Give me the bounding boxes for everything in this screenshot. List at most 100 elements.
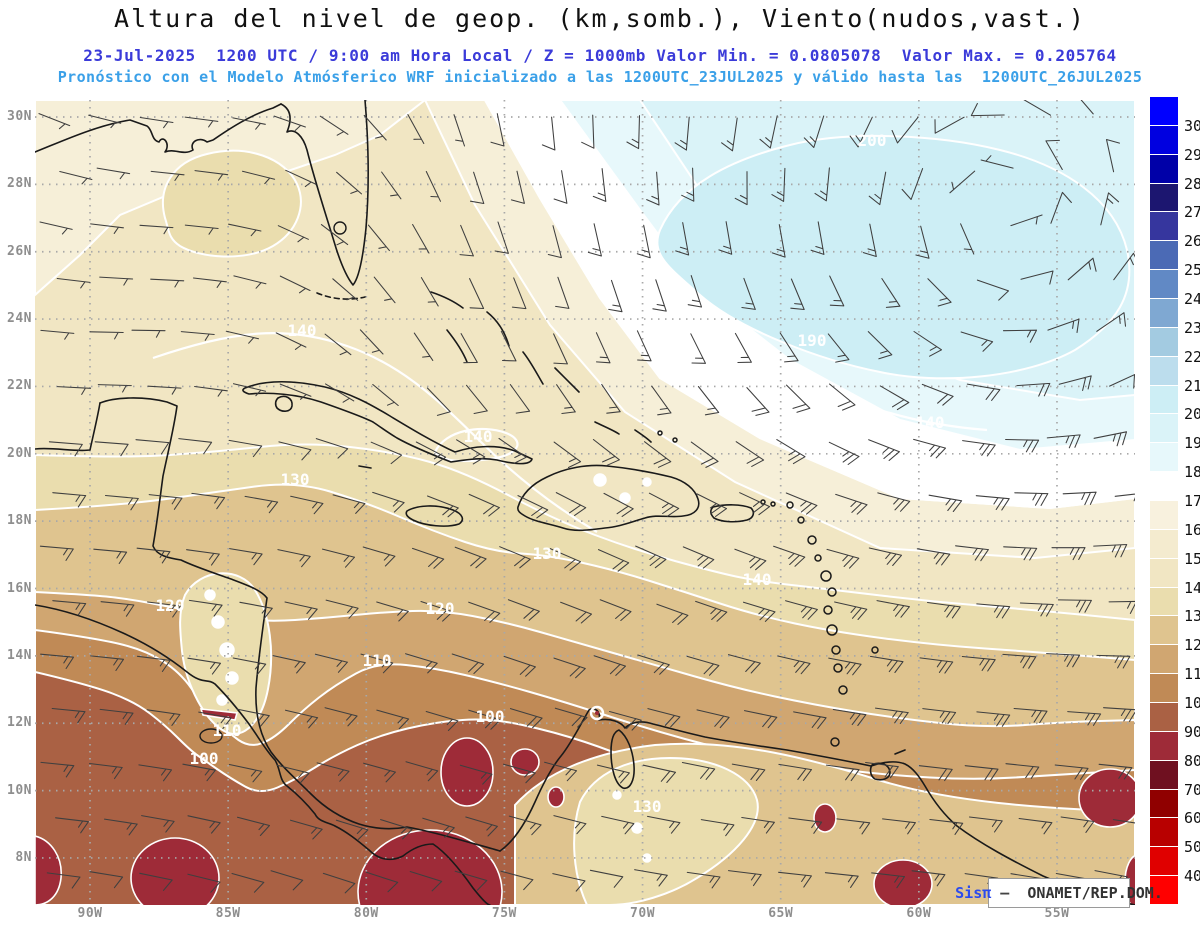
wind-barb	[139, 872, 173, 891]
wind-barb	[511, 277, 527, 310]
wind-barb	[459, 764, 493, 785]
wind-barb	[150, 170, 185, 182]
wind-barb	[182, 763, 216, 782]
wind-barb	[420, 600, 453, 622]
wind-barb	[198, 711, 232, 730]
wind-barb	[468, 709, 501, 730]
wind-barb	[48, 441, 83, 457]
wind-barb	[150, 278, 185, 288]
colorbar-label: 270	[1184, 203, 1200, 222]
lake-okeechobee	[333, 221, 347, 235]
colorbar	[1150, 97, 1178, 905]
wind-barb	[734, 332, 752, 364]
wind-barb	[239, 601, 273, 620]
colorbar-cell	[1150, 356, 1178, 385]
contour-label: 100	[476, 707, 505, 726]
colorbar-label: 100	[1184, 694, 1200, 712]
wind-barb	[324, 383, 355, 403]
wind-barb	[236, 816, 271, 837]
wind-barb	[1023, 100, 1052, 116]
wind-barb	[1046, 653, 1081, 668]
colorbar-label: 240	[1184, 290, 1200, 308]
wind-barb	[919, 657, 954, 674]
contour-line-140	[879, 408, 988, 432]
wind-barb	[284, 601, 318, 620]
wind-barb	[453, 114, 466, 147]
wind-barb	[412, 223, 430, 254]
wind-barb	[913, 438, 947, 459]
colorbar-cell	[1150, 270, 1178, 298]
lat-label: 10N	[7, 782, 32, 798]
wind-barb	[376, 601, 409, 622]
coastline	[610, 729, 635, 790]
page-title: Altura del nivel de geop. (km,somb.), Vi…	[114, 4, 1086, 33]
wind-barb	[88, 762, 123, 780]
colorbar-cell	[1150, 558, 1178, 587]
wind-barb	[1018, 817, 1053, 835]
wind-barb	[790, 278, 805, 311]
wind-barb	[773, 545, 806, 567]
wind-barb	[1046, 434, 1081, 449]
wind-barb	[867, 331, 893, 360]
wind-barb	[319, 115, 349, 136]
wind-barb	[147, 385, 182, 395]
island	[672, 437, 678, 443]
coastline	[358, 465, 372, 469]
lon-label: 85W	[215, 906, 241, 921]
wind-barb	[642, 764, 677, 784]
colorbar-cell	[1150, 616, 1178, 645]
wind-barb	[695, 600, 728, 622]
wind-barb	[56, 386, 92, 395]
wind-barb	[832, 708, 867, 727]
colorbar-cell	[1150, 327, 1178, 356]
wind-barb	[696, 709, 730, 729]
wind-barb	[553, 170, 568, 204]
wind-barb	[741, 277, 756, 310]
wind-barb	[228, 763, 263, 783]
lat-label: 28N	[7, 176, 32, 192]
wind-barb	[232, 383, 267, 397]
wind-barb	[405, 761, 439, 782]
wind-barb	[139, 116, 174, 129]
wind-barb	[828, 657, 862, 676]
lat-label: 12N	[7, 715, 32, 731]
wind-barb	[51, 707, 86, 724]
wind-barb	[88, 114, 122, 129]
wind-barb	[1045, 139, 1063, 171]
wind-barb	[363, 762, 396, 783]
wind-barb	[90, 655, 125, 672]
wind-barb	[1098, 763, 1133, 780]
colorbar-label: 90	[1184, 722, 1200, 741]
contour-label: 190	[798, 331, 827, 350]
wind-barb	[596, 764, 630, 784]
wind-barb	[608, 710, 642, 731]
wind-barb	[918, 765, 953, 782]
wind-barb	[871, 872, 906, 889]
peak-spot	[225, 671, 239, 685]
colorbar-label: 190	[1184, 434, 1200, 453]
wind-barb	[451, 653, 485, 675]
contour-label: 120	[426, 599, 455, 618]
wind-barb	[99, 708, 134, 725]
wind-barb	[284, 709, 319, 729]
contour-label: 130	[533, 544, 562, 563]
wind-barb	[1096, 654, 1131, 669]
wind-barb	[881, 278, 901, 308]
wind-barb	[232, 657, 267, 676]
wind-barb	[966, 383, 1001, 401]
watermark-box: Sisπ – ONAMET/REP.DOM.	[955, 878, 1163, 908]
wind-barb	[1093, 431, 1128, 447]
wind-barb	[228, 223, 262, 237]
wind-barb	[634, 869, 668, 887]
wind-barb	[381, 171, 402, 200]
coastline	[405, 505, 464, 527]
wind-barb	[1113, 252, 1135, 281]
wind-barb	[592, 438, 620, 466]
wind-barb	[827, 333, 850, 363]
low-center-blob	[547, 786, 565, 808]
wind-barb	[180, 331, 215, 341]
coastline	[35, 402, 101, 452]
lon-label: 90W	[77, 906, 103, 921]
wind-barb	[949, 170, 976, 194]
wind-barb	[454, 546, 487, 569]
